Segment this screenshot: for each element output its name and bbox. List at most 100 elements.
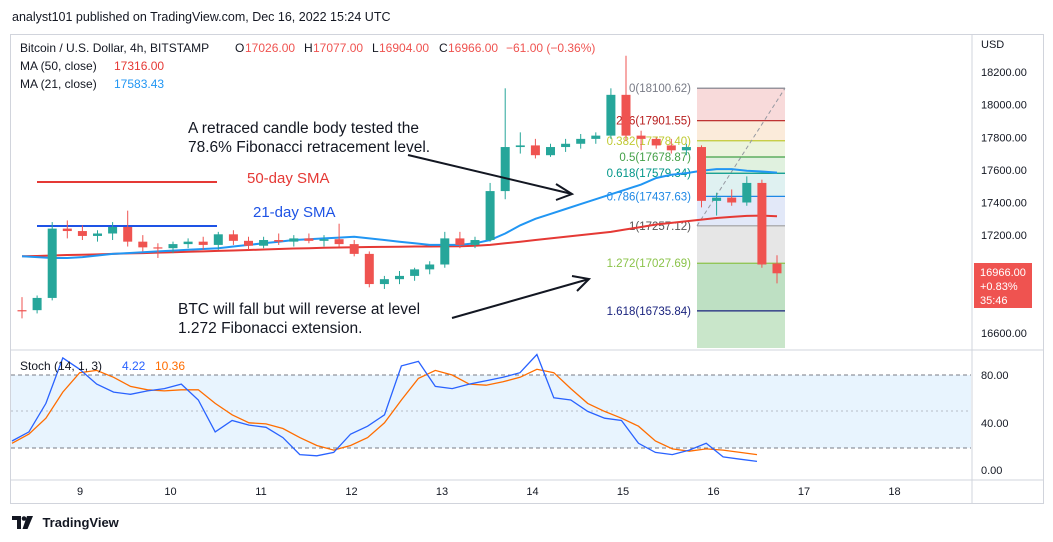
fib-level-label: 0.786(17437.63): [607, 191, 692, 203]
time-tick-label: 10: [164, 486, 176, 498]
fib-level-label: 0.382(17778.40): [607, 136, 692, 148]
candle-body: [17, 310, 27, 312]
candle-body: [621, 94, 631, 136]
candle-body: [591, 135, 601, 139]
candle-body: [108, 226, 118, 234]
moving-averages: [21, 168, 778, 259]
candle-body: [228, 234, 238, 241]
candle-body: [651, 138, 661, 146]
legend-l-value: 16904.00: [379, 41, 429, 55]
candle-body: [757, 182, 767, 265]
price-tick-label: 17400.00: [981, 198, 1027, 210]
candle-body: [289, 238, 299, 242]
candle-body: [561, 143, 571, 148]
candle-body: [244, 240, 253, 246]
time-tick-label: 18: [888, 486, 900, 498]
legend-h-value: 17077.00: [313, 41, 363, 55]
price-tick-label: 17200.00: [981, 230, 1027, 242]
candle-body: [697, 147, 706, 201]
legend-ma21-value: 17583.43: [114, 77, 164, 91]
countdown: 35:46: [980, 295, 1008, 307]
stoch-tick-0: 0.00: [981, 465, 1002, 477]
candle-body: [727, 197, 737, 203]
legend-symbol: Bitcoin / U.S. Dollar, 4h, BITSTAMP: [20, 41, 209, 55]
candle-body: [455, 238, 465, 245]
legend-o-value: 17026.00: [245, 41, 295, 55]
legend-change: −61.00 (−0.36%): [506, 41, 595, 55]
candle-body: [470, 240, 480, 245]
fib-level-label: 0.5(17678.87): [619, 152, 691, 164]
candle-body: [274, 240, 284, 242]
currency-label: USD: [981, 39, 1004, 51]
candle-body: [666, 145, 676, 151]
candle-body: [576, 138, 586, 144]
candle-body: [546, 147, 555, 156]
legend-c-label: C: [439, 41, 448, 55]
candle-body: [138, 241, 148, 248]
candle-body: [606, 94, 616, 136]
stoch-tick-40: 40.00: [981, 418, 1009, 430]
time-tick-label: 15: [617, 486, 629, 498]
legend-ma21-label: MA (21, close): [20, 77, 97, 91]
legend-c-value: 16966.00: [448, 41, 498, 55]
fib-band: [697, 173, 785, 197]
candle-body: [319, 239, 329, 241]
candle-body: [364, 253, 374, 285]
candle-body: [440, 238, 450, 265]
candle-body: [425, 264, 435, 270]
note1-line2: 78.6% Fibonacci retracement level.: [188, 139, 430, 156]
tradingview-logo-icon: [12, 515, 33, 529]
price-tick-label: 16600.00: [981, 328, 1027, 340]
sma50-label: 50-day SMA: [247, 170, 330, 187]
candle-body: [636, 135, 646, 139]
candle-body: [681, 147, 691, 151]
time-tick-label: 12: [345, 486, 357, 498]
chart-frame[interactable]: [10, 34, 1044, 504]
candle-body: [500, 147, 510, 192]
candle-body: [62, 228, 72, 232]
fib-band: [697, 140, 785, 158]
candle-body: [93, 233, 102, 236]
candle-body: [395, 275, 404, 280]
candle-body: [213, 234, 223, 245]
time-tick-label: 17: [798, 486, 810, 498]
footer-brand: TradingView: [42, 515, 119, 531]
stoch-d-line: [11, 368, 758, 456]
price-tick-label: 18200.00: [981, 67, 1027, 79]
fib-level-label: 1(17257.12): [629, 221, 691, 233]
stoch-d-value: 10.36: [155, 359, 185, 373]
publisher-line: analyst101 published on TradingView.com,…: [12, 10, 391, 24]
current-price-tag: 16966.00 +0.83% 35:46: [974, 263, 1032, 308]
time-tick-label: 14: [526, 486, 538, 498]
fib-level-label: 0.236(17901.55): [607, 116, 692, 128]
legend-o-label: O: [235, 41, 244, 55]
candle-body: [515, 145, 525, 148]
stochastic-lines: [11, 353, 758, 463]
legend-h-label: H: [304, 41, 313, 55]
ma21-line: [21, 168, 778, 259]
candle-body: [32, 297, 42, 311]
candle-body: [379, 279, 389, 285]
time-tick-label: 11: [255, 486, 266, 498]
sma21-label: 21-day SMA: [253, 204, 336, 221]
current-price: 16966.00: [980, 267, 1026, 279]
stoch-tick-80: 80.00: [981, 370, 1009, 382]
fib-band: [697, 120, 785, 141]
footer[interactable]: TradingView: [12, 514, 119, 534]
note2-line2: 1.272 Fibonacci extension.: [178, 320, 362, 337]
candle-body: [304, 238, 314, 241]
fib-level-label: 0(18100.62): [629, 83, 691, 95]
candle-body: [742, 182, 752, 203]
candle-body: [485, 191, 495, 241]
fib-band: [697, 310, 785, 348]
price-tick-label: 18000.00: [981, 100, 1027, 112]
time-axis-ticks[interactable]: 9 10 11 12 13 14 15 16 17 18: [77, 486, 901, 498]
legend-ma50-value: 17316.00: [114, 59, 164, 73]
fib-band: [697, 263, 785, 311]
candle-body: [183, 241, 193, 245]
stoch-label: Stoch (14, 1, 3): [20, 359, 102, 373]
publisher-bar: analyst101 published on TradingView.com,…: [0, 0, 1053, 34]
stoch-k-value: 4.22: [122, 359, 146, 373]
time-tick-label: 9: [77, 486, 83, 498]
